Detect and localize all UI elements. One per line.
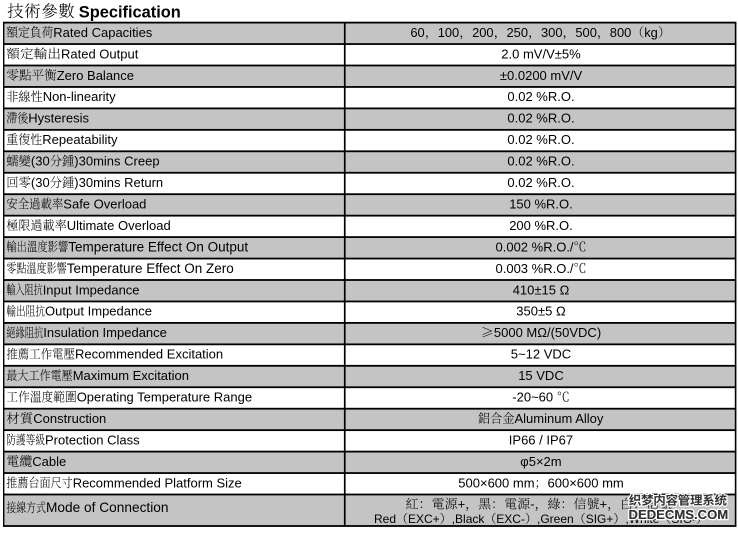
svg-text:Recommended Platform Size: Recommended Platform Size <box>73 475 242 490</box>
svg-text:Safe Overload: Safe Overload <box>63 197 146 212</box>
svg-text:Ultimate Overload: Ultimate Overload <box>67 218 171 233</box>
svg-text:-: - <box>530 497 534 512</box>
svg-text:500×600 mm: 500×600 mm <box>458 475 534 490</box>
svg-text:Recommended Excitation: Recommended Excitation <box>75 347 223 362</box>
svg-text:-20~60: -20~60 <box>512 390 556 405</box>
svg-text:2.0 mV/V±5%: 2.0 mV/V±5% <box>501 46 581 61</box>
svg-text:200 %R.O.: 200 %R.O. <box>509 218 573 233</box>
svg-text:Temperature Effect On Output: Temperature Effect On Output <box>68 239 248 254</box>
svg-text:Rated Output: Rated Output <box>61 46 139 61</box>
svg-text:Construction: Construction <box>33 411 106 426</box>
svg-text:0.002 %R.O./: 0.002 %R.O./ <box>496 239 574 254</box>
svg-text:EXC-: EXC- <box>496 512 525 526</box>
svg-text:(30: (30 <box>31 154 50 169</box>
svg-text:Specification: Specification <box>79 4 181 22</box>
svg-text:500: 500 <box>575 25 597 40</box>
svg-text:Zero Balance: Zero Balance <box>57 68 134 83</box>
svg-text:Insulation Impedance: Insulation Impedance <box>43 325 167 340</box>
svg-text:Rated Capacities: Rated Capacities <box>53 25 152 40</box>
svg-text:100: 100 <box>438 25 460 40</box>
svg-text:+: + <box>600 497 608 512</box>
svg-text:,Green: ,Green <box>537 512 574 526</box>
svg-text:5000 MΩ/(50VDC): 5000 MΩ/(50VDC) <box>494 325 601 340</box>
svg-text:±0.0200 mV/V: ±0.0200 mV/V <box>500 68 583 83</box>
svg-text:0.02 %R.O.: 0.02 %R.O. <box>507 154 574 169</box>
svg-text:600×600 mm: 600×600 mm <box>548 475 624 490</box>
svg-text:DEDECMS.COM: DEDECMS.COM <box>629 507 729 522</box>
svg-text:Non-linearity: Non-linearity <box>43 89 116 104</box>
svg-text:Temperature Effect On Zero: Temperature Effect On Zero <box>67 261 234 276</box>
svg-text:0.02 %R.O.: 0.02 %R.O. <box>507 89 574 104</box>
svg-text:Mode of Connection: Mode of Connection <box>46 500 169 515</box>
svg-text:EXC+: EXC+ <box>408 512 440 526</box>
svg-text:IP66 / IP67: IP66 / IP67 <box>509 432 573 447</box>
svg-text:Input Impedance: Input Impedance <box>43 282 140 297</box>
svg-text:0.02 %R.O.: 0.02 %R.O. <box>507 111 574 126</box>
svg-text:Repeatability: Repeatability <box>42 132 118 147</box>
svg-text:0.02 %R.O.: 0.02 %R.O. <box>507 175 574 190</box>
svg-text:kg: kg <box>644 25 658 40</box>
svg-text:800: 800 <box>610 25 632 40</box>
svg-text:Cable: Cable <box>32 454 66 469</box>
svg-text:0.02 %R.O.: 0.02 %R.O. <box>507 132 574 147</box>
svg-text:Output Impedance: Output Impedance <box>45 304 152 319</box>
svg-text:(30: (30 <box>31 175 50 190</box>
svg-text:Protection Class: Protection Class <box>45 432 140 447</box>
svg-text:Aluminum Alloy: Aluminum Alloy <box>515 411 604 426</box>
svg-text:,Black: ,Black <box>452 512 486 526</box>
svg-text:250: 250 <box>507 25 529 40</box>
svg-text:200: 200 <box>472 25 494 40</box>
svg-text:Red: Red <box>374 512 396 526</box>
svg-text:SIG+: SIG+ <box>586 512 614 526</box>
svg-text:350±5 Ω: 350±5 Ω <box>516 304 566 319</box>
svg-text:)30mins Return: )30mins Return <box>74 175 163 190</box>
svg-text:Hysteresis: Hysteresis <box>28 111 89 126</box>
svg-text:60: 60 <box>410 25 424 40</box>
svg-text:300: 300 <box>541 25 563 40</box>
svg-text:DEDECMS.COM: DEDECMS.COM <box>629 507 729 522</box>
svg-text:φ5×2m: φ5×2m <box>520 454 561 469</box>
svg-text:)30mins Creep: )30mins Creep <box>74 154 159 169</box>
svg-text:150 %R.O.: 150 %R.O. <box>509 197 573 212</box>
svg-text:0.003 %R.O./: 0.003 %R.O./ <box>496 261 574 276</box>
svg-text:Operating Temperature Range: Operating Temperature Range <box>77 390 252 405</box>
svg-text:SIG-: SIG- <box>671 512 696 526</box>
svg-text:5~12 VDC: 5~12 VDC <box>511 347 571 362</box>
svg-text:410±15 Ω: 410±15 Ω <box>513 282 570 297</box>
svg-text:,White: ,White <box>625 512 659 526</box>
svg-text:+: + <box>458 497 466 512</box>
svg-text:Maximum Excitation: Maximum Excitation <box>73 368 189 383</box>
svg-text:15 VDC: 15 VDC <box>518 368 564 383</box>
